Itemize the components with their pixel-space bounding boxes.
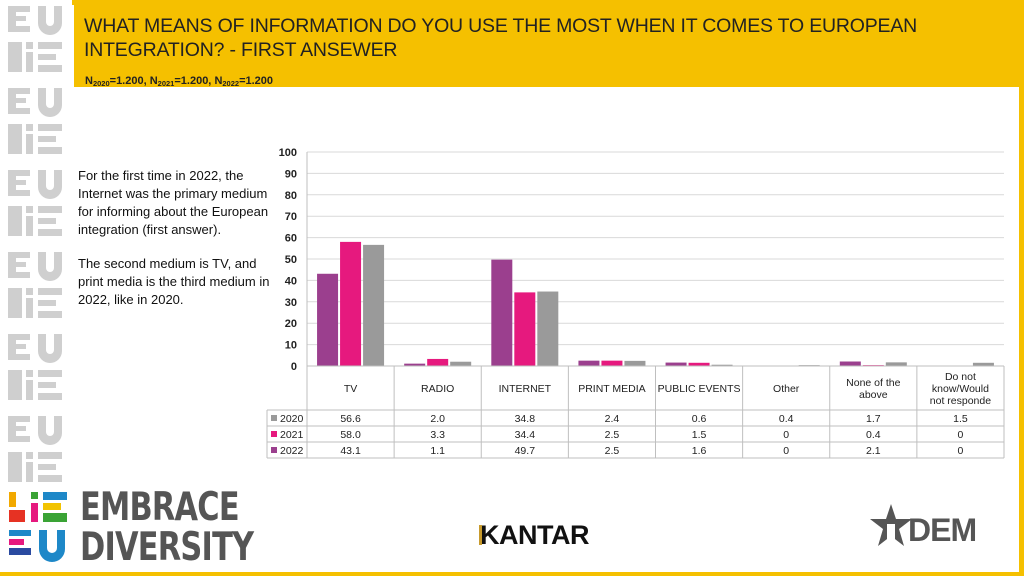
data-table-cell: 1.5 — [692, 429, 707, 441]
embrace-diversity-logo: EMBRACE DIVERSITY — [80, 485, 254, 570]
legend-label: 2022 — [280, 445, 304, 457]
frame-right — [1019, 0, 1024, 576]
kantar-logo: KANTAR — [479, 520, 589, 550]
bie-eu-pattern-strip — [0, 0, 72, 490]
data-table-cell: 2.0 — [430, 413, 445, 425]
data-table-cell: 2.1 — [866, 445, 881, 457]
commentary-paragraph-1: For the first time in 2022, the Internet… — [78, 168, 269, 237]
y-tick-label: 60 — [285, 233, 297, 245]
bar — [404, 363, 426, 366]
y-tick-label: 50 — [285, 254, 297, 266]
data-table-cell: 2.5 — [605, 445, 620, 457]
data-table: TV RADIO INTERNET PRINT MEDIA PUBLIC EVENTS O… — [266, 365, 1005, 459]
legend-label: 2020 — [280, 413, 304, 425]
bar — [665, 362, 687, 366]
y-tick-label: 100 — [279, 147, 297, 159]
bar — [839, 361, 861, 366]
x-category-label: TV — [344, 383, 357, 395]
data-table-cell: 0.4 — [866, 429, 881, 441]
data-table-cell: 0 — [783, 445, 789, 457]
data-table-cell: 1.1 — [430, 445, 445, 457]
data-table-cell: 2.5 — [605, 429, 620, 441]
bar — [885, 362, 907, 366]
y-tick-label: 10 — [285, 340, 297, 352]
bar — [427, 358, 449, 366]
y-tick-label: 40 — [285, 275, 297, 287]
frame-top — [0, 0, 1024, 5]
data-table-cell: 3.3 — [430, 429, 445, 441]
bar — [537, 291, 559, 366]
bar-chart: 0 10 20 30 40 50 60 70 80 90 100 TV RADIO INTERNET PRI… — [266, 147, 1005, 459]
bar — [491, 259, 513, 366]
x-category-label: None of the above — [846, 377, 900, 401]
chart-gridlines — [307, 151, 1004, 367]
y-tick-label: 90 — [285, 168, 297, 180]
data-table-cell: 1.5 — [953, 413, 968, 425]
bar — [711, 364, 733, 366]
x-category-label: Other — [773, 383, 800, 395]
y-tick-label: 80 — [285, 190, 297, 202]
bie-eu-logo-icon — [9, 492, 67, 562]
bars — [317, 241, 994, 366]
commentary-text: For the first time in 2022, the Internet… — [78, 167, 278, 325]
legend-swatch — [271, 431, 277, 437]
sample-size-label: N2020=1.200, N2021=1.200, N2022=1.200 — [85, 75, 274, 88]
bar — [317, 273, 339, 366]
y-tick-label: 70 — [285, 211, 297, 223]
data-table-cell: 0 — [958, 445, 964, 457]
y-tick-label: 0 — [291, 361, 297, 373]
page-title: WHAT MEANS OF INFORMATION DO YOU USE THE… — [84, 15, 918, 61]
header-banner: WHAT MEANS OF INFORMATION DO YOU USE THE… — [74, 5, 1019, 88]
data-table-cell: 0 — [783, 429, 789, 441]
y-axis: 0 10 20 30 40 50 60 70 80 90 100 — [279, 147, 297, 373]
data-table-cell: 0.6 — [692, 413, 707, 425]
y-tick-label: 20 — [285, 318, 297, 330]
star-logo-icon — [870, 504, 912, 546]
dem-logo-text: DEM — [908, 512, 977, 548]
x-category-label: RADIO — [421, 383, 454, 395]
bar — [450, 361, 472, 366]
x-category-label: PUBLIC EVENTS — [658, 383, 741, 395]
bar — [578, 360, 600, 366]
y-tick-label: 30 — [285, 297, 297, 309]
data-table-cell: 49.7 — [515, 445, 536, 457]
data-table-cell: 43.1 — [340, 445, 361, 457]
bar — [363, 244, 385, 366]
data-table-cell: 34.4 — [515, 429, 536, 441]
frame-bottom — [0, 572, 1024, 576]
data-table-cell: 1.6 — [692, 445, 707, 457]
bar — [340, 241, 362, 366]
data-table-cell: 58.0 — [340, 429, 361, 441]
bar — [624, 360, 646, 366]
data-table-cell: 2.4 — [605, 413, 620, 425]
commentary-paragraph-2: The second medium is TV, and print media… — [78, 256, 270, 307]
data-table-cell: 34.8 — [515, 413, 536, 425]
bar — [514, 292, 536, 366]
legend-label: 2021 — [280, 429, 304, 441]
legend-swatch — [271, 415, 277, 421]
data-table-cell: 0 — [958, 429, 964, 441]
x-category-label: Do not know/Would not responde — [930, 371, 991, 407]
data-table-cell: 56.6 — [340, 413, 361, 425]
x-category-label: PRINT MEDIA — [578, 383, 645, 395]
bar — [972, 362, 994, 366]
bar — [601, 360, 623, 366]
data-table-cell: 0.4 — [779, 413, 794, 425]
legend-swatch — [271, 447, 277, 453]
x-category-label: INTERNET — [499, 383, 552, 395]
data-table-cell: 1.7 — [866, 413, 881, 425]
bar — [688, 362, 710, 366]
